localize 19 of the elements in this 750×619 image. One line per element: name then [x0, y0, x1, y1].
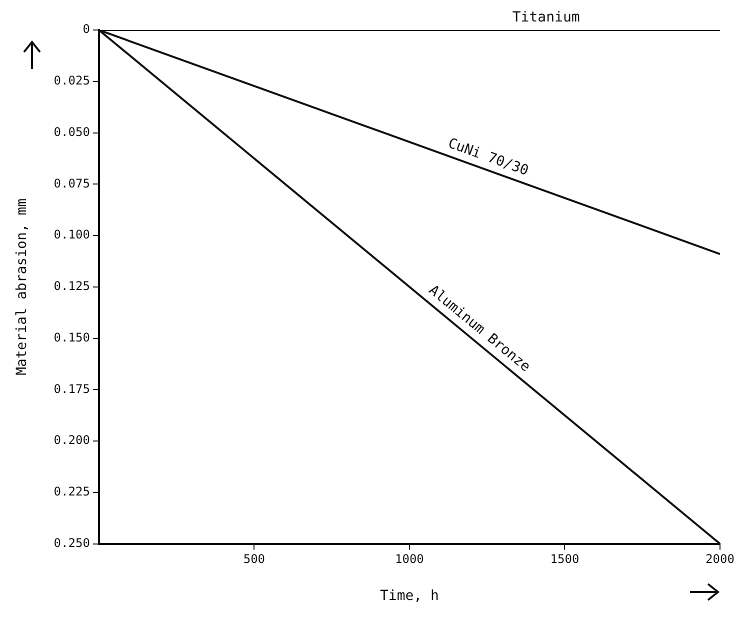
x-tick-label: 1500: [550, 552, 580, 566]
x-axis-title: Time, h: [380, 588, 439, 604]
y-axis-title: Material abrasion, mm: [14, 198, 30, 376]
y-tick-label: 0.200: [54, 433, 90, 448]
y-tick-label: 0.150: [54, 330, 90, 344]
text: CuNi 70/30: [446, 135, 531, 180]
x-tick-label: 1000: [395, 552, 424, 566]
y-tick-label: 0.175: [54, 382, 90, 396]
y-tick-label: 0.025: [54, 74, 90, 88]
x-tick-label: 500: [243, 552, 266, 566]
y-tick-label: 0.250: [54, 536, 90, 550]
y-tick-label: 0.075: [54, 176, 90, 190]
y-tick-label: 0.225: [54, 484, 90, 499]
x-tick-label: 2000: [706, 552, 734, 566]
y-tick-label: 0.050: [54, 124, 90, 139]
y-tick-label: 0.125: [54, 279, 90, 294]
y-tick-label: 0.100: [54, 228, 90, 242]
series-label: Titanium: [512, 10, 580, 26]
y-tick-label: 0: [82, 22, 90, 36]
